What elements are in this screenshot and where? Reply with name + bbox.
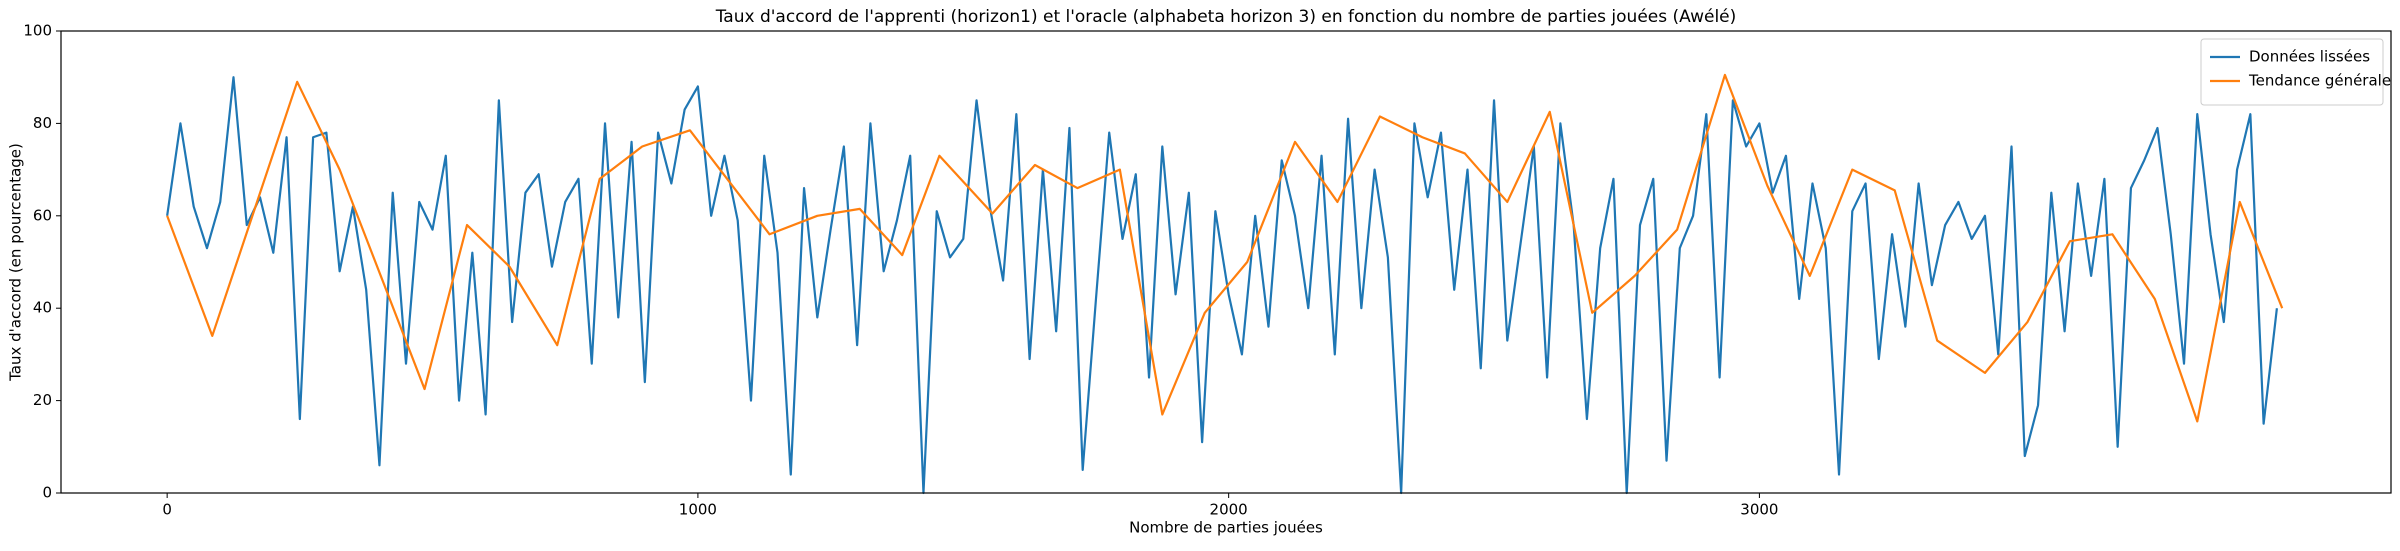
legend-label: Données lissées (2249, 48, 2370, 66)
series-line (166, 76, 2278, 495)
x-tick-label: 0 (162, 501, 172, 519)
x-tick-label: 2000 (1210, 501, 1248, 519)
y-tick-label: 80 (33, 114, 52, 132)
x-tick-label: 1000 (679, 501, 717, 519)
chart-title: Taux d'accord de l'apprenti (horizon1) e… (715, 7, 1737, 27)
series-line (166, 73, 2284, 423)
y-tick-label: 0 (42, 484, 52, 502)
y-axis-label: Taux d'accord (en pourcentage) (7, 143, 25, 382)
y-tick-label: 100 (23, 22, 52, 40)
x-axis-label: Nombre de parties jouées (1129, 519, 1323, 537)
legend-box (2200, 38, 2384, 106)
plot-frame (60, 30, 2392, 494)
legend-label: Tendance générale (2248, 72, 2391, 90)
y-tick-label: 20 (33, 391, 52, 409)
y-tick-label: 60 (33, 206, 52, 224)
y-tick-label: 40 (33, 299, 52, 317)
x-tick-label: 3000 (1740, 501, 1778, 519)
